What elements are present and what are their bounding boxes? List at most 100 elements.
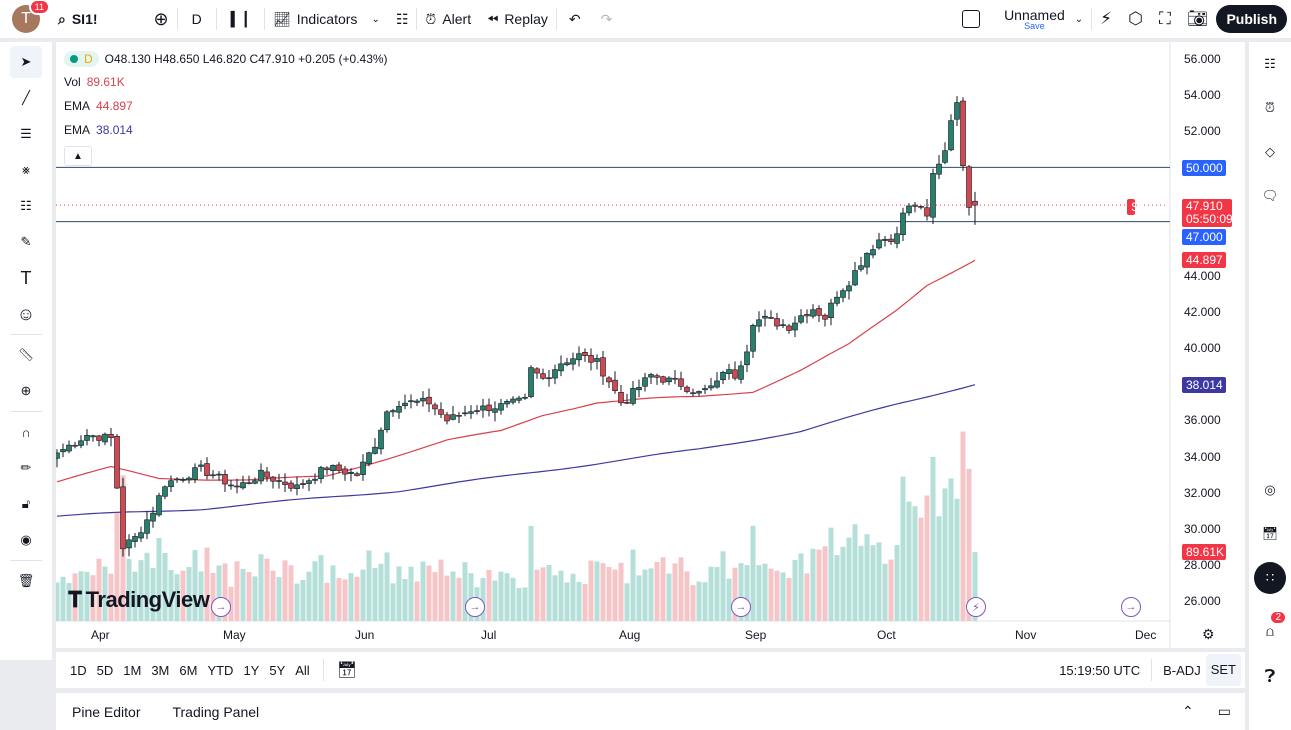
zoom-tool[interactable]: ⊕ bbox=[10, 375, 42, 407]
volume-bar bbox=[564, 582, 570, 621]
maximize-icon: ▭ bbox=[1217, 703, 1231, 719]
user-avatar[interactable]: T 11 bbox=[12, 0, 50, 33]
volume-bar bbox=[126, 558, 132, 621]
event-marker-icon[interactable]: → bbox=[731, 597, 751, 617]
object-tree-button[interactable]: ◇ bbox=[1249, 130, 1291, 174]
legend-volume[interactable]: Vol 89.61K bbox=[64, 75, 125, 89]
trading-panel-tab[interactable]: Trading Panel bbox=[172, 703, 260, 720]
candles-icon: ▍┃ bbox=[230, 10, 250, 27]
goto-date-button[interactable]: 📅︎ bbox=[332, 660, 362, 680]
publish-button[interactable]: Publish bbox=[1216, 5, 1287, 33]
fib-tool[interactable]: ☰ bbox=[10, 118, 42, 150]
interval-button[interactable]: D bbox=[191, 11, 202, 27]
volume-bar bbox=[822, 546, 828, 621]
chart-type-button[interactable]: ▍┃ bbox=[217, 0, 264, 38]
magnet-tool[interactable]: ∩ bbox=[10, 416, 42, 448]
alert-button[interactable]: ⏰︎ Alert bbox=[425, 10, 472, 28]
candle-body bbox=[72, 444, 78, 447]
collapse-legend-button[interactable]: ▲ bbox=[64, 146, 92, 166]
volume-bar bbox=[198, 571, 204, 621]
settings-button[interactable]: ⬡ bbox=[1120, 0, 1151, 38]
remove-drawings-tool[interactable]: 🗑︎ bbox=[10, 565, 42, 597]
news-button[interactable]: ⩍ 2 bbox=[1249, 610, 1291, 654]
undo-button[interactable]: ↶ bbox=[557, 0, 593, 38]
layout-name-button[interactable]: Unnamed Save ⌄ bbox=[1004, 6, 1084, 31]
range-ytd[interactable]: YTD bbox=[207, 662, 234, 678]
range-5y[interactable]: 5Y bbox=[269, 662, 286, 678]
volume-bar bbox=[180, 570, 186, 621]
emoji-tool[interactable]: ☺ bbox=[10, 298, 42, 330]
text-tool[interactable]: T bbox=[10, 262, 42, 294]
indicators-button[interactable]: 📈︎ Indicators ⌄ bbox=[272, 10, 380, 28]
axis-settings-button[interactable]: ⚙︎ bbox=[1202, 626, 1215, 643]
candle-body bbox=[642, 377, 648, 387]
volume-bar bbox=[870, 545, 876, 621]
lock-drawing-tool[interactable]: ✏ bbox=[10, 452, 42, 484]
snapshot-button[interactable]: 📷︎ bbox=[1179, 0, 1217, 38]
symbol-tag: SIZ2025 bbox=[1127, 199, 1176, 215]
range-1d[interactable]: 1D bbox=[70, 662, 87, 678]
price-chart[interactable] bbox=[56, 42, 1245, 648]
brush-tool[interactable]: ✎ bbox=[10, 226, 42, 258]
event-marker-icon[interactable]: → bbox=[1121, 597, 1141, 617]
candle-body bbox=[246, 482, 252, 485]
price-tick: 44.000 bbox=[1184, 268, 1221, 283]
calendar-button[interactable]: 📅︎ bbox=[1249, 512, 1291, 556]
redo-button[interactable]: ↷ bbox=[593, 0, 621, 38]
collapse-panel-button[interactable]: ⌃ bbox=[1172, 703, 1204, 720]
volume-bar bbox=[336, 577, 342, 621]
cursor-tool[interactable]: ➤ bbox=[10, 46, 42, 78]
pine-editor-tab[interactable]: Pine Editor bbox=[72, 703, 141, 720]
volume-bar bbox=[372, 568, 378, 621]
watchlist-button[interactable]: ☷ bbox=[1249, 42, 1291, 86]
layouts-button[interactable]: ☷ bbox=[388, 0, 417, 38]
fullscreen-button[interactable]: ⛶ bbox=[1151, 0, 1179, 38]
range-6m[interactable]: 6M bbox=[179, 662, 198, 678]
range-1m[interactable]: 1M bbox=[123, 662, 142, 678]
earnings-flash-icon[interactable]: ⚡︎ bbox=[966, 597, 986, 617]
event-marker-icon[interactable]: → bbox=[465, 597, 485, 617]
range-3m[interactable]: 3M bbox=[151, 662, 170, 678]
tradingview-watermark[interactable]: 𝐓 TradingView bbox=[68, 587, 210, 612]
candle-body bbox=[354, 473, 360, 476]
measure-tool[interactable]: 📏︎ bbox=[10, 339, 42, 371]
candle-body bbox=[780, 324, 786, 326]
divider bbox=[176, 8, 178, 30]
volume-bar bbox=[912, 506, 918, 621]
replay-button[interactable]: ⏪︎ Replay bbox=[487, 10, 548, 28]
candle-body bbox=[774, 318, 780, 327]
alerts-button[interactable]: ⏰︎ bbox=[1249, 86, 1291, 130]
lock-all-tool[interactable]: 🔓︎ bbox=[10, 488, 42, 520]
chart-panel[interactable]: D O48.130 H48.650 L46.820 C47.910 +0.205… bbox=[56, 42, 1245, 648]
volume-bar bbox=[492, 580, 498, 621]
trend-line-tool[interactable]: ╱ bbox=[10, 82, 42, 114]
maximize-panel-button[interactable]: ▭ bbox=[1204, 703, 1245, 720]
candle-body bbox=[624, 401, 630, 404]
session-button[interactable]: SET bbox=[1205, 654, 1241, 686]
volume-bar bbox=[792, 559, 798, 621]
range-1y[interactable]: 1Y bbox=[243, 662, 260, 678]
compare-symbol-button[interactable]: ⊕ bbox=[146, 0, 177, 38]
candle-body bbox=[690, 392, 696, 395]
help-button[interactable]: ❓︎ bbox=[1249, 654, 1291, 698]
forecast-tool[interactable]: ☷ bbox=[10, 190, 42, 222]
technicals-button[interactable]: ◎ bbox=[1249, 468, 1291, 512]
symbol-search-button[interactable]: ⌕ SI1! bbox=[58, 10, 98, 28]
timezone-button[interactable]: 15:19:50 UTC bbox=[1059, 662, 1141, 678]
volume-bar bbox=[78, 571, 84, 621]
quick-search-button[interactable]: ⚡︎ bbox=[1092, 0, 1120, 38]
legend-ema2[interactable]: EMA 38.014 bbox=[64, 123, 133, 137]
event-marker-icon[interactable]: → bbox=[211, 597, 231, 617]
adjustment-button[interactable]: B-ADJ bbox=[1163, 662, 1201, 678]
legend-ema1[interactable]: EMA 44.897 bbox=[64, 99, 133, 113]
products-button[interactable]: ∷ bbox=[1249, 556, 1291, 600]
layout-checkbox[interactable] bbox=[954, 0, 988, 38]
chats-button[interactable]: 🗨︎ bbox=[1249, 174, 1291, 218]
range-all[interactable]: All bbox=[295, 662, 310, 678]
pattern-tool[interactable]: ⨳ bbox=[10, 154, 42, 186]
candle-body bbox=[804, 314, 810, 317]
pencil-lock-icon: ✏ bbox=[20, 460, 32, 475]
volume-bar bbox=[708, 566, 714, 621]
range-5d[interactable]: 5D bbox=[96, 662, 114, 678]
hide-drawings-tool[interactable]: ◉ bbox=[10, 524, 42, 556]
